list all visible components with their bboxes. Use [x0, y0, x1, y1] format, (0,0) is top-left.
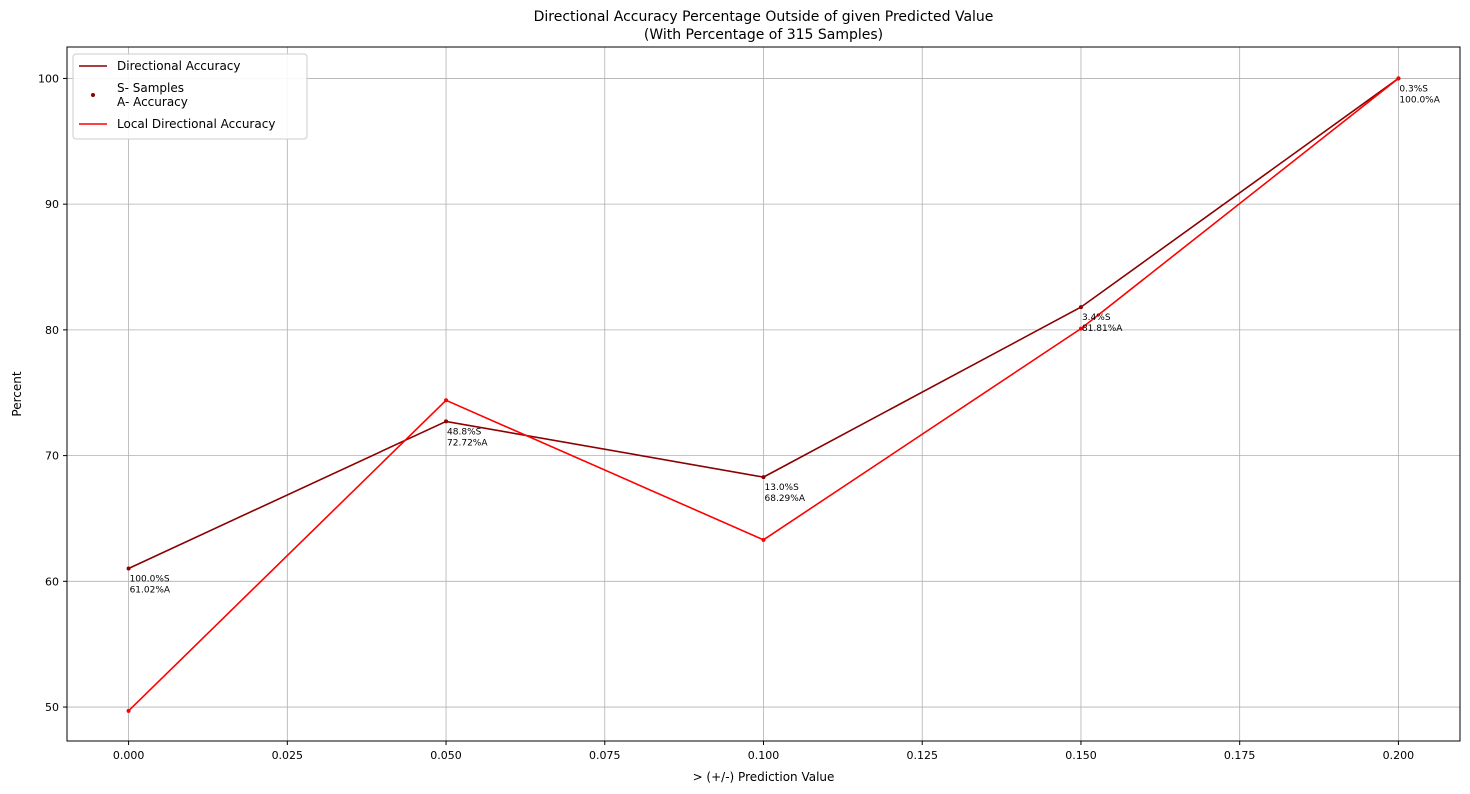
data-point	[761, 475, 766, 480]
x-tick-label: 0.100	[748, 749, 780, 762]
point-annotation: 72.72%A	[447, 438, 488, 448]
y-tick-label: 60	[45, 575, 59, 588]
x-tick-label: 0.075	[589, 749, 621, 762]
point-annotation: 3.4%S	[1082, 313, 1111, 323]
x-tick-label: 0.050	[430, 749, 462, 762]
x-tick-label: 0.000	[113, 749, 145, 762]
data-point	[126, 566, 131, 571]
point-annotation: 48.8%S	[447, 427, 482, 437]
y-tick-label: 80	[45, 324, 59, 337]
legend-label: Directional Accuracy	[117, 59, 241, 73]
data-point	[444, 398, 449, 403]
y-tick-label: 90	[45, 198, 59, 211]
point-annotation: 81.81%A	[1082, 324, 1123, 334]
chart-title: Directional Accuracy Percentage Outside …	[534, 9, 994, 25]
data-point	[761, 537, 766, 542]
y-tick-label: 100	[38, 72, 59, 85]
x-tick-label: 0.025	[272, 749, 304, 762]
data-point	[1078, 326, 1083, 331]
point-annotation: 13.0%S	[765, 483, 800, 493]
y-tick-label: 50	[45, 701, 59, 714]
point-annotation: 0.3%S	[1399, 84, 1428, 94]
x-axis-label: > (+/-) Prediction Value	[693, 770, 835, 784]
chart-subtitle: (With Percentage of 315 Samples)	[644, 27, 883, 43]
data-point	[1396, 76, 1401, 81]
point-annotation: 61.02%A	[130, 586, 171, 596]
data-point	[444, 419, 449, 424]
y-axis-label: Percent	[10, 371, 24, 416]
point-annotation: 100.0%S	[130, 575, 170, 585]
data-point	[126, 708, 131, 713]
x-tick-label: 0.175	[1224, 749, 1256, 762]
legend-label: S- Samples A- Accuracy	[117, 81, 188, 109]
legend-label-line: S- Samples	[117, 81, 184, 95]
plot-area: 0.000 0.025 0.050 0.075 0.100 0.125 0.150 0.175…	[38, 46, 1461, 762]
x-tick-label: 0.150	[1065, 749, 1097, 762]
y-tick-label: 70	[45, 450, 59, 463]
legend-dot-swatch	[91, 93, 95, 97]
x-tick-label: 0.200	[1383, 749, 1415, 762]
point-annotation: 68.29%A	[765, 494, 806, 504]
legend-label-line: A- Accuracy	[117, 95, 188, 109]
x-tick-label: 0.125	[906, 749, 938, 762]
legend-box	[72, 53, 308, 140]
point-annotation: 100.0%A	[1399, 95, 1440, 105]
legend-label: Local Directional Accuracy	[117, 117, 275, 131]
data-point	[1078, 305, 1083, 310]
